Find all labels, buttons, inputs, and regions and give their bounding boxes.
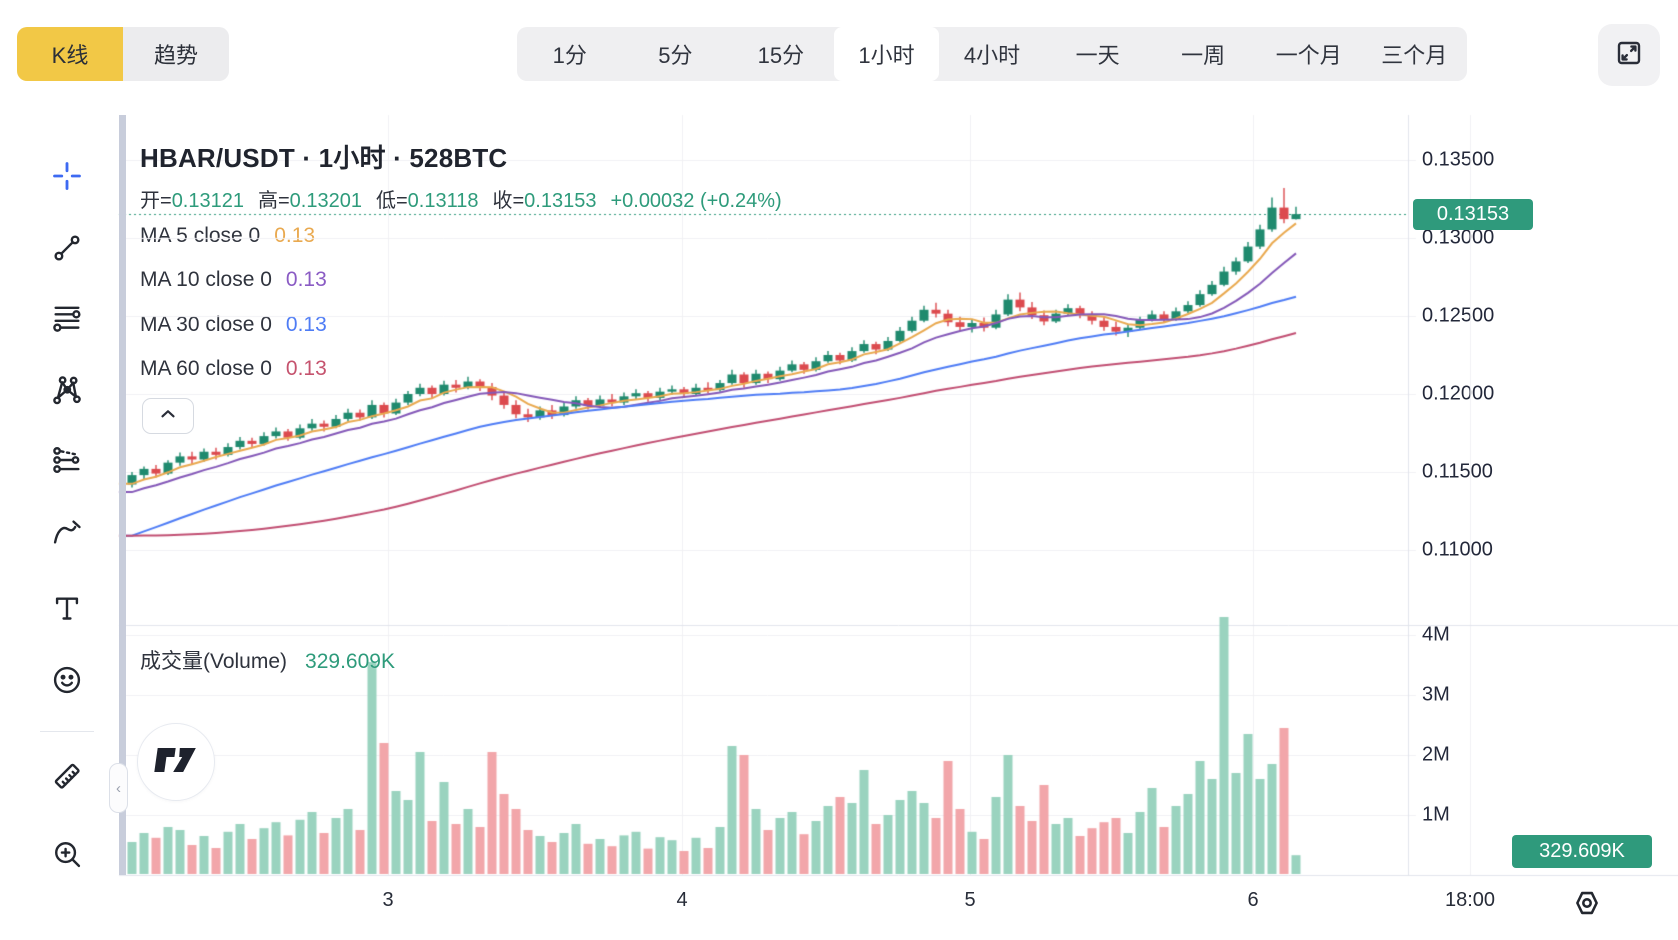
ohlc-label: 收= <box>492 190 525 212</box>
tradingview-logo[interactable] <box>137 723 215 801</box>
legend-collapse-button[interactable] <box>142 398 194 434</box>
timeframe-button-一个月[interactable]: 一个月 <box>1275 43 1342 68</box>
gear-icon <box>1570 891 1604 924</box>
timeframe-button-一天[interactable]: 一天 <box>1075 43 1120 68</box>
ohlc-value: 0.13153 <box>524 190 597 212</box>
chart-settings-button[interactable] <box>1570 886 1604 920</box>
ohlc-value: 0.13121 <box>171 190 244 212</box>
symbol-title: HBAR/USDT · 1小时 · 528BTC <box>140 143 508 173</box>
ohlc-label: 低= <box>375 190 408 212</box>
timeframe-button-三个月[interactable]: 三个月 <box>1381 43 1448 68</box>
change-value: +0.00032 (+0.24%) <box>610 190 782 212</box>
toolbar-drawer-strip <box>119 115 126 875</box>
ohlc-value: 0.13201 <box>289 190 362 212</box>
toolbar-collapse-handle[interactable]: ‹ <box>109 763 128 813</box>
ohlc-label: 高= <box>257 190 290 212</box>
ohlc-label: 开= <box>140 190 172 212</box>
chevron-up-icon <box>157 403 179 430</box>
timeframe-bar: 1分 5分 15分 1小时 4小时 一天 一周 一个月 三个月 <box>517 27 1467 81</box>
mode-tab-trend[interactable]: 趋势 <box>123 27 229 81</box>
ohlc-row: 开=0.13121 高=0.13201 低=0.13118 收=0.13153 +0.0… <box>140 184 782 213</box>
last-volume-badge: 329.609K <box>1512 835 1652 868</box>
chart-mode-tabs: K线 趋势 <box>17 27 229 81</box>
timeframe-button-1小时[interactable]: 1小时 <box>833 27 940 81</box>
ohlc-value: 0.13118 <box>407 190 479 212</box>
timeframe-button-15分[interactable]: 15分 <box>757 43 805 68</box>
tradingview-icon <box>154 745 198 780</box>
timeframe-button-4小时[interactable]: 4小时 <box>963 43 1021 68</box>
chevron-left-icon: ‹ <box>116 779 121 797</box>
fullscreen-button[interactable] <box>1598 24 1660 86</box>
volume-legend: 成交量(Volume) 329.609K <box>140 645 395 675</box>
last-price-badge: 0.13153 <box>1413 199 1533 230</box>
expand-icon <box>1613 37 1645 74</box>
toolbar-divider <box>40 731 94 732</box>
mode-tab-kline[interactable]: K线 <box>17 27 123 81</box>
timeframe-button-一周[interactable]: 一周 <box>1181 43 1226 68</box>
timeframe-button-1分[interactable]: 1分 <box>552 43 587 68</box>
volume-label: 成交量(Volume) <box>140 650 288 673</box>
volume-value: 329.609K <box>305 650 395 673</box>
timeframe-button-5分[interactable]: 5分 <box>658 43 693 68</box>
